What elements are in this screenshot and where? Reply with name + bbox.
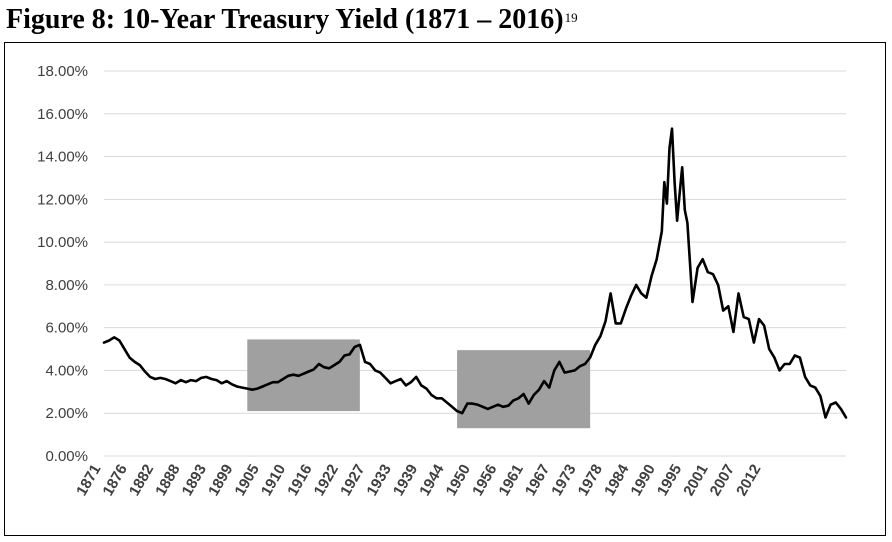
series-lines <box>102 127 848 419</box>
x-tick-label: 1910 <box>258 462 289 499</box>
x-tick-label: 2001 <box>680 462 711 499</box>
x-tick-label: 1882 <box>126 462 157 499</box>
y-tick-label: 0.00% <box>45 448 88 465</box>
y-tick-label: 2.00% <box>45 405 88 422</box>
x-tick-label: 1871 <box>73 462 104 499</box>
x-tick-label: 1973 <box>548 462 579 499</box>
footnote-marker: 19 <box>564 10 578 25</box>
x-tick-label: 1933 <box>363 462 394 499</box>
x-tick-label: 1939 <box>390 462 421 499</box>
figure-title-text: Figure 8: 10-Year Treasury Yield (1871 –… <box>6 4 564 35</box>
x-tick-label: 1978 <box>575 462 606 499</box>
y-tick-label: 8.00% <box>45 277 88 294</box>
x-tick-label: 1905 <box>231 462 262 499</box>
y-tick-label: 4.00% <box>45 362 88 379</box>
shaded-region <box>247 339 360 412</box>
y-tick-label: 18.00% <box>37 63 88 80</box>
figure-title: Figure 8: 10-Year Treasury Yield (1871 –… <box>6 4 578 36</box>
x-tick-label: 1990 <box>627 462 658 499</box>
y-tick-label: 10.00% <box>37 234 88 251</box>
x-tick-label: 1956 <box>469 462 500 499</box>
x-tick-label: 1944 <box>416 461 448 499</box>
x-tick-label: 1995 <box>654 462 685 499</box>
shaded-regions <box>247 339 591 429</box>
x-tick-label: 1984 <box>601 461 633 499</box>
x-tick-label: 1876 <box>99 462 130 499</box>
y-tick-label: 6.00% <box>45 320 88 337</box>
x-axis-tick-labels: 1871187618821888189318991905191019161922… <box>73 461 764 499</box>
shaded-region <box>457 350 591 429</box>
yield-series-line <box>102 127 848 419</box>
chart-frame <box>4 42 886 536</box>
y-tick-label: 14.00% <box>37 149 88 166</box>
x-tick-label: 1922 <box>311 462 342 499</box>
y-tick-label: 12.00% <box>37 191 88 208</box>
x-tick-label: 2007 <box>707 462 738 499</box>
x-tick-label: 1899 <box>205 462 236 499</box>
x-tick-label: 1961 <box>495 462 526 499</box>
x-tick-label: 1888 <box>152 462 183 499</box>
x-tick-label: 1967 <box>522 462 553 499</box>
x-tick-label: 1916 <box>284 462 315 499</box>
y-axis-tick-labels: 0.00% 2.00% 4.00% 6.00% 8.00% 10.00% 12.00% 14.… <box>37 63 88 465</box>
x-tick-label: 1950 <box>443 462 474 499</box>
x-tick-label: 1893 <box>179 462 210 499</box>
x-tick-label: 1927 <box>337 462 368 499</box>
gridlines <box>104 70 846 457</box>
y-tick-label: 16.00% <box>37 106 88 123</box>
x-tick-label: 2012 <box>733 462 764 499</box>
